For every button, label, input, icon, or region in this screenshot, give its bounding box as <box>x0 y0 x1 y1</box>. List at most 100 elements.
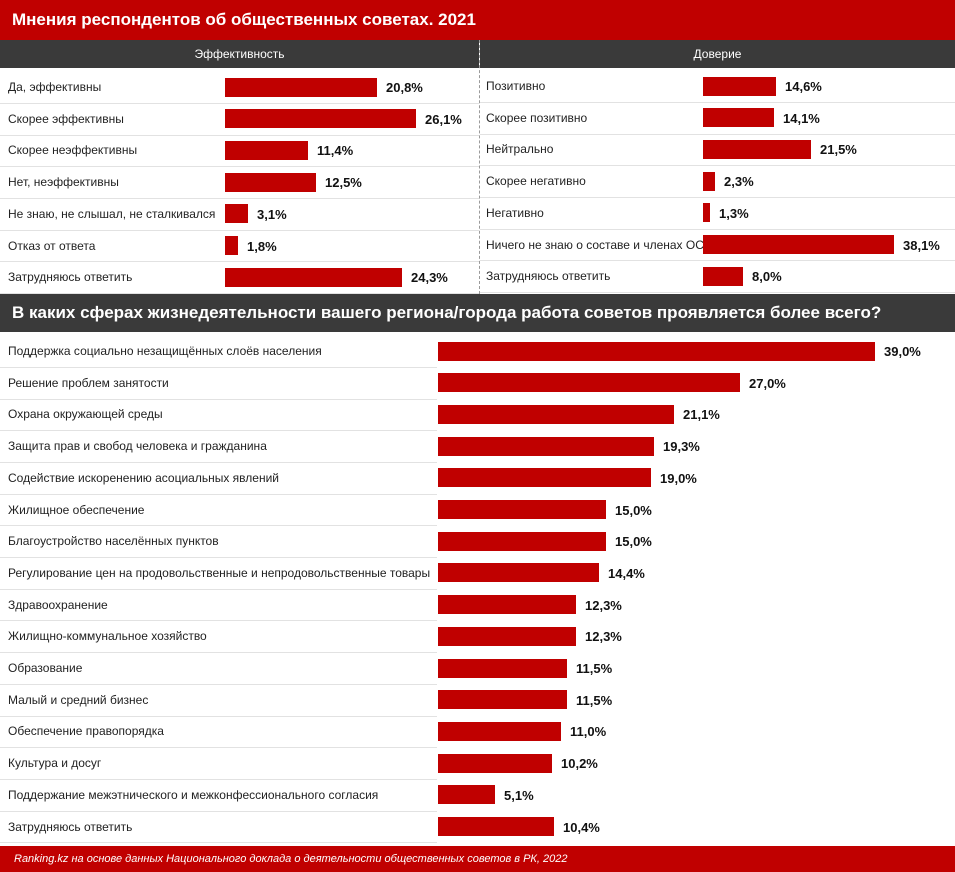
value-label: 20,8% <box>386 80 423 95</box>
row-separator <box>0 430 437 431</box>
row-separator <box>0 652 437 653</box>
value-label: 10,4% <box>563 820 600 835</box>
bar <box>703 140 811 159</box>
row-separator <box>0 399 437 400</box>
value-label: 15,0% <box>615 503 652 518</box>
value-label: 12,5% <box>325 175 362 190</box>
bar <box>225 173 316 192</box>
bar <box>225 268 402 287</box>
title-bar: Мнения респондентов об общественных сове… <box>0 0 955 40</box>
bar <box>703 172 715 191</box>
row-separator <box>0 747 437 748</box>
category-label: Нет, неэффективны <box>8 175 119 189</box>
category-label: Охрана окружающей среды <box>8 407 163 421</box>
value-label: 38,1% <box>903 238 940 253</box>
category-label: Защита прав и свобод человека и граждани… <box>8 439 267 453</box>
category-label: Затрудняюсь ответить <box>8 270 133 284</box>
category-label: Поддержка социально незащищённых слоёв н… <box>8 344 322 358</box>
row-separator <box>0 842 437 843</box>
row-separator <box>0 525 437 526</box>
bar <box>438 690 567 709</box>
category-label: Отказ от ответа <box>8 239 96 253</box>
trust-title: Доверие <box>693 47 742 61</box>
value-label: 1,8% <box>247 239 277 254</box>
bar <box>438 817 554 836</box>
value-label: 27,0% <box>749 376 786 391</box>
category-label: Нейтрально <box>486 142 554 156</box>
value-label: 3,1% <box>257 207 287 222</box>
category-label: Затрудняюсь ответить <box>8 820 133 834</box>
bar <box>225 204 248 223</box>
row-separator <box>0 589 437 590</box>
bar <box>438 373 740 392</box>
row-separator <box>0 135 479 136</box>
row-separator <box>0 166 479 167</box>
source-text: Ranking.kz на основе данных Национальног… <box>14 853 568 865</box>
value-label: 12,3% <box>585 598 622 613</box>
category-label: Не знаю, не слышал, не сталкивался <box>8 207 216 221</box>
value-label: 19,0% <box>660 471 697 486</box>
category-label: Негативно <box>486 206 544 220</box>
bar <box>225 236 238 255</box>
category-label: Ничего не знаю о составе и членах ОС <box>486 238 704 252</box>
category-label: Поддержание межэтнического и межконфесси… <box>8 788 379 802</box>
category-label: Благоустройство населённых пунктов <box>8 534 219 548</box>
category-label: Жилищно-коммунальное хозяйство <box>8 629 207 643</box>
value-label: 39,0% <box>884 344 921 359</box>
row-separator <box>0 367 437 368</box>
bar <box>438 563 599 582</box>
bar <box>438 437 654 456</box>
value-label: 19,3% <box>663 439 700 454</box>
bar <box>703 77 776 96</box>
panel-divider <box>479 40 480 294</box>
value-label: 15,0% <box>615 534 652 549</box>
category-label: Культура и досуг <box>8 756 102 770</box>
row-separator <box>480 134 955 135</box>
value-label: 21,5% <box>820 142 857 157</box>
category-label: Да, эффективны <box>8 80 102 94</box>
value-label: 14,1% <box>783 111 820 126</box>
row-separator <box>0 716 437 717</box>
bar <box>703 267 743 286</box>
bar <box>225 141 308 160</box>
value-label: 12,3% <box>585 629 622 644</box>
row-separator <box>0 620 437 621</box>
bar <box>703 235 894 254</box>
source-footer: Ranking.kz на основе данных Национальног… <box>0 846 955 872</box>
value-label: 21,1% <box>683 407 720 422</box>
row-separator <box>0 230 479 231</box>
row-separator <box>480 260 955 261</box>
bar <box>438 754 552 773</box>
effectiveness-title: Эффективность <box>194 47 285 61</box>
category-label: Образование <box>8 661 83 675</box>
row-separator <box>0 494 437 495</box>
category-label: Решение проблем занятости <box>8 376 169 390</box>
bar <box>438 595 576 614</box>
value-label: 14,4% <box>608 566 645 581</box>
category-label: Здравоохранение <box>8 598 108 612</box>
row-separator <box>480 197 955 198</box>
effectiveness-header: Эффективность <box>0 40 479 68</box>
row-separator <box>480 102 955 103</box>
bar <box>438 785 495 804</box>
row-separator <box>0 557 437 558</box>
spheres-header: В каких сферах жизнедеятельности вашего … <box>0 294 955 332</box>
bar <box>438 405 674 424</box>
bar <box>225 109 416 128</box>
page-title: Мнения респондентов об общественных сове… <box>12 10 476 29</box>
bar <box>438 468 651 487</box>
spheres-title: В каких сферах жизнедеятельности вашего … <box>12 303 882 322</box>
bar <box>438 500 606 519</box>
row-separator <box>0 811 437 812</box>
bar <box>703 108 774 127</box>
value-label: 11,5% <box>576 693 613 708</box>
bar <box>438 722 561 741</box>
category-label: Скорее негативно <box>486 174 586 188</box>
category-label: Малый и средний бизнес <box>8 693 149 707</box>
value-label: 2,3% <box>724 174 754 189</box>
bar <box>438 659 567 678</box>
row-separator <box>480 229 955 230</box>
value-label: 10,2% <box>561 756 598 771</box>
row-separator <box>0 293 479 294</box>
